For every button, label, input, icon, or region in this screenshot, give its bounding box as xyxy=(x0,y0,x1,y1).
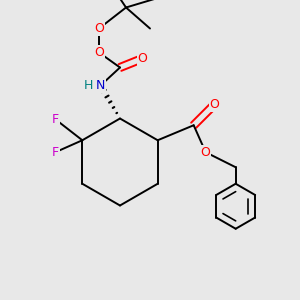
Text: O: O xyxy=(201,146,211,159)
Text: O: O xyxy=(94,22,104,35)
Text: N: N xyxy=(96,79,105,92)
Text: F: F xyxy=(52,113,59,126)
Text: O: O xyxy=(210,98,220,111)
Text: O: O xyxy=(138,52,147,65)
Text: F: F xyxy=(52,146,59,159)
Text: O: O xyxy=(94,46,104,59)
Text: H: H xyxy=(84,79,93,92)
